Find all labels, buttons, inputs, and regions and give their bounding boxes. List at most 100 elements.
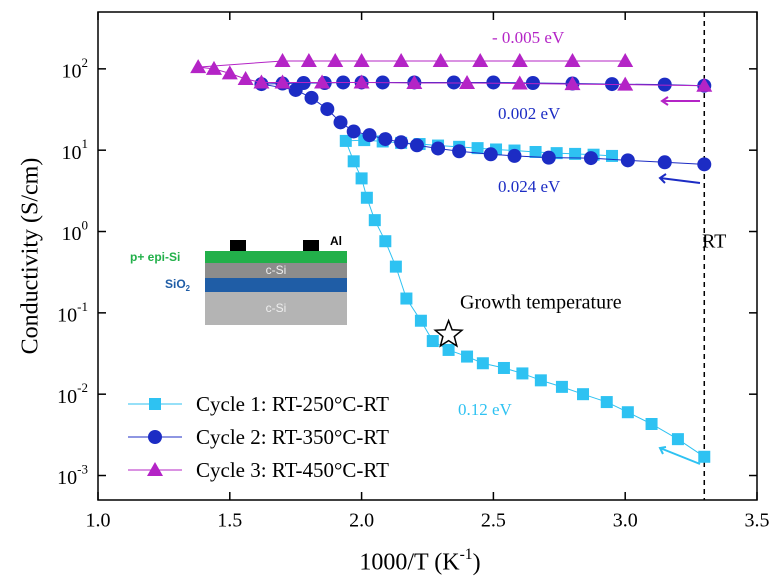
plot-frame — [97, 11, 758, 501]
marker — [620, 153, 635, 168]
marker — [511, 52, 528, 67]
marker — [569, 147, 582, 160]
y-tick-label: 10-3 — [57, 462, 88, 490]
y-tick-label: 102 — [62, 55, 89, 83]
marker — [564, 76, 581, 91]
marker — [327, 52, 344, 67]
marker — [617, 76, 634, 91]
x-tick-label: 1.5 — [217, 510, 242, 532]
marker — [379, 235, 392, 248]
legend-label[interactable]: Cycle 2: RT-350°C-RT — [196, 425, 389, 449]
marker — [442, 343, 455, 356]
annotation: - 0.005 eV — [492, 28, 565, 47]
marker — [511, 75, 528, 90]
marker — [696, 77, 713, 92]
y-tick-label: 100 — [62, 218, 89, 246]
y-axis-label: Conductivity (S/cm) — [18, 158, 44, 355]
marker — [400, 292, 413, 305]
marker — [339, 134, 352, 147]
x-tick-label: 2.0 — [349, 510, 374, 532]
inset: Al p+ epi-Si c-Si SiO2 c-Si — [130, 234, 347, 325]
marker — [320, 102, 335, 117]
marker — [534, 374, 547, 387]
marker — [657, 77, 672, 92]
series-line — [198, 60, 705, 87]
marker — [446, 75, 461, 90]
marker — [190, 59, 207, 74]
marker — [617, 52, 634, 67]
annotation: 0.024 eV — [498, 177, 561, 196]
x-tick-label: 3.5 — [745, 510, 770, 532]
marker — [525, 75, 540, 90]
annotation: RT — [702, 231, 726, 253]
al-contact — [230, 240, 246, 251]
marker — [360, 191, 373, 204]
marker — [304, 90, 319, 105]
x-tick-label: 1.0 — [86, 510, 111, 532]
marker — [698, 450, 711, 463]
x-axis-label: 1000/T (K-1) — [359, 546, 480, 576]
inset-label: Al — [330, 234, 342, 248]
marker — [394, 135, 409, 150]
marker — [472, 52, 489, 67]
marker — [300, 52, 317, 67]
annotation: Growth temperature — [460, 292, 622, 314]
marker — [347, 155, 360, 168]
marker — [355, 172, 368, 185]
x-tick-label: 3.0 — [613, 510, 638, 532]
marker — [621, 406, 634, 419]
y-tick-label: 10-2 — [57, 380, 88, 408]
x-tick-label: 2.5 — [481, 510, 506, 532]
marker — [461, 350, 474, 363]
marker — [577, 388, 590, 401]
y-tick-label: 101 — [62, 136, 89, 164]
marker — [497, 361, 510, 374]
substrate-layer — [205, 292, 347, 325]
marker — [378, 132, 393, 147]
marker — [564, 52, 581, 67]
marker — [471, 142, 484, 155]
marker — [452, 144, 467, 159]
marker — [368, 214, 381, 227]
annotation: 0.002 eV — [498, 104, 561, 123]
marker — [353, 74, 370, 89]
legend-label[interactable]: Cycle 3: RT-450°C-RT — [196, 458, 389, 482]
marker — [431, 141, 446, 156]
marker — [409, 138, 424, 153]
marker — [333, 115, 348, 130]
marker — [426, 335, 439, 348]
marker — [414, 314, 427, 327]
epi-layer — [205, 251, 347, 263]
marker — [555, 380, 568, 393]
inset-label: c-Si — [266, 263, 287, 277]
arrow — [658, 173, 701, 184]
marker — [353, 52, 370, 67]
marker — [314, 74, 331, 89]
marker — [476, 357, 489, 370]
marker — [288, 82, 303, 97]
star-marker — [433, 318, 464, 348]
marker — [459, 74, 476, 89]
oxide-layer — [205, 278, 347, 292]
marker — [541, 150, 556, 165]
marker — [389, 260, 402, 273]
marker — [274, 52, 291, 67]
legend-marker — [147, 462, 163, 476]
marker — [486, 75, 501, 90]
marker — [583, 151, 598, 166]
marker — [507, 148, 522, 163]
inset-label: p+ epi-Si — [130, 250, 180, 264]
marker — [274, 74, 291, 89]
marker — [393, 52, 410, 67]
legend-marker — [148, 430, 162, 444]
legend-label[interactable]: Cycle 1: RT-250°C-RT — [196, 392, 389, 416]
arrow — [660, 96, 700, 106]
arrow — [658, 446, 701, 465]
marker — [645, 417, 658, 430]
marker — [221, 65, 238, 80]
marker — [237, 71, 254, 86]
annotation: 0.12 eV — [458, 400, 513, 419]
inset-label: SiO2 — [165, 277, 191, 293]
marker — [529, 145, 542, 158]
